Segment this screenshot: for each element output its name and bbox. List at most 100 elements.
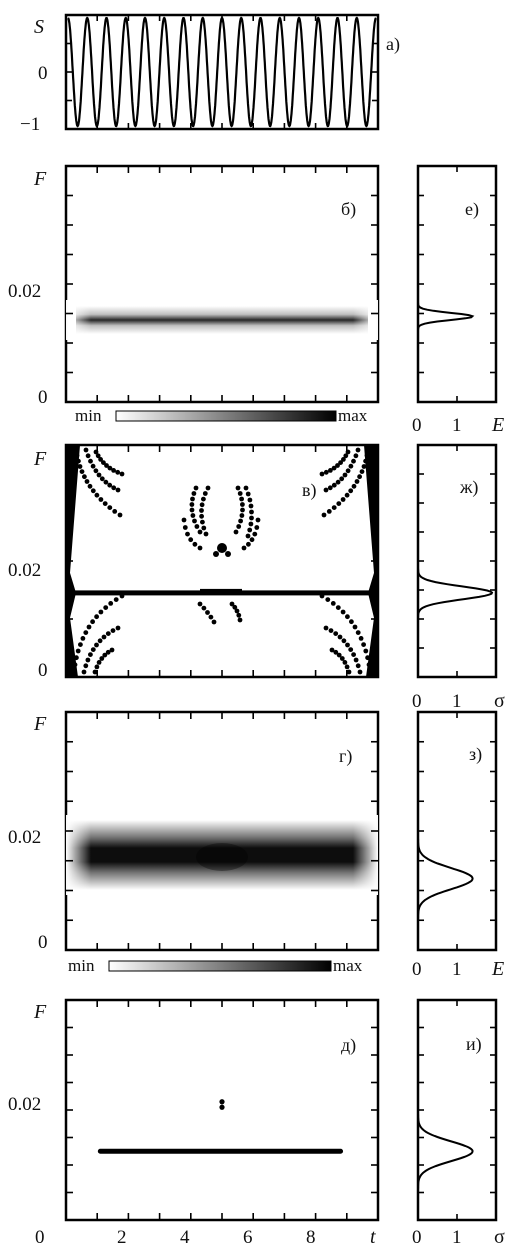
panel-b-ridge-fade bbox=[66, 300, 378, 340]
ridge-point bbox=[348, 647, 354, 652]
panel-zh-ticks bbox=[418, 445, 496, 677]
ridge-point bbox=[84, 479, 90, 484]
ridge-point bbox=[348, 488, 354, 494]
ridge-point bbox=[203, 531, 209, 537]
ridge-point bbox=[325, 597, 331, 602]
ridge-point bbox=[80, 636, 86, 641]
signal-panel: S 0 −1 а) bbox=[20, 13, 400, 135]
ridge-point bbox=[190, 513, 196, 518]
ridge-point bbox=[327, 485, 333, 491]
ridge-point bbox=[252, 531, 258, 537]
ridge-point bbox=[239, 513, 245, 518]
ridge-point bbox=[341, 638, 347, 644]
colorbar-2: min max bbox=[68, 956, 363, 975]
ridge-point bbox=[353, 453, 359, 459]
panel-v-frame bbox=[64, 443, 380, 679]
ridge-point bbox=[367, 669, 373, 675]
ridge-point bbox=[359, 469, 365, 474]
ridge-point bbox=[353, 657, 359, 663]
panel-b-ticks bbox=[66, 166, 378, 402]
ridge-point bbox=[205, 610, 210, 615]
ridge-point bbox=[201, 525, 207, 531]
ridge-point bbox=[241, 545, 247, 551]
ridge-point bbox=[247, 527, 253, 533]
ridge-point bbox=[110, 628, 116, 633]
colorbar-1: min max bbox=[75, 406, 368, 425]
ridge-point bbox=[319, 593, 325, 599]
ridge-point bbox=[229, 601, 235, 607]
panel-e-tick-0: 0 bbox=[412, 415, 422, 436]
ridge-point bbox=[337, 634, 343, 640]
panel-v-tick-0: 0 bbox=[38, 660, 48, 681]
ridge-point bbox=[94, 614, 99, 620]
ridge-point bbox=[103, 479, 109, 485]
ridge-point bbox=[117, 512, 123, 518]
ridge-point bbox=[96, 660, 102, 665]
ridge-point bbox=[79, 469, 85, 474]
ridge-point bbox=[225, 551, 231, 557]
ridge-point bbox=[245, 533, 251, 539]
ridge-point bbox=[335, 605, 341, 610]
ridge-point bbox=[344, 664, 350, 670]
colorbar-1-bar bbox=[115, 410, 337, 422]
ridge-point bbox=[94, 492, 100, 498]
panel-i-tick-0: 0 bbox=[412, 1227, 422, 1245]
ridge-point bbox=[255, 517, 261, 523]
ridge-point bbox=[219, 1104, 225, 1110]
ridge-point bbox=[245, 491, 251, 497]
ridge-point bbox=[197, 529, 203, 535]
ridge-point bbox=[340, 609, 346, 615]
ridge-point bbox=[181, 517, 187, 523]
ridge-point bbox=[352, 624, 358, 630]
signal-tick-minus-one: −1 bbox=[20, 114, 40, 135]
ridge-point bbox=[200, 519, 205, 525]
ridge-point bbox=[254, 525, 260, 530]
ridge-point bbox=[217, 543, 227, 553]
ridge-point bbox=[248, 503, 254, 509]
panel-v-tick-002: 0.02 bbox=[8, 560, 41, 581]
ridge-point bbox=[113, 597, 119, 602]
panel-zh-frame bbox=[416, 443, 498, 679]
ridge-point bbox=[336, 652, 342, 658]
ridge-point bbox=[335, 479, 341, 485]
ridge-point bbox=[363, 458, 368, 464]
panel-v-label: в) bbox=[302, 480, 317, 501]
ridge-point bbox=[78, 642, 83, 647]
ridge-point bbox=[199, 502, 205, 508]
ridge-point bbox=[101, 460, 106, 465]
ridge-point bbox=[192, 541, 198, 547]
ridge-point bbox=[115, 625, 121, 631]
ridge-point bbox=[248, 521, 254, 527]
colorbar-1-max: max bbox=[338, 406, 368, 425]
panel-z-tick-0: 0 bbox=[412, 959, 422, 980]
ridge-point bbox=[107, 482, 113, 488]
ridge-point bbox=[104, 463, 109, 468]
time-tick-2: 2 bbox=[117, 1227, 127, 1245]
panel-e-label: е) bbox=[465, 199, 479, 220]
ridge-point bbox=[201, 605, 207, 611]
ridge-point bbox=[98, 609, 104, 615]
ridge-point bbox=[213, 551, 219, 557]
time-tick-4: 4 bbox=[180, 1227, 190, 1245]
ridge-point bbox=[95, 453, 101, 459]
panel-v: F 0.02 0 в) bbox=[8, 443, 380, 681]
ridge-point bbox=[232, 604, 238, 610]
ridge-point bbox=[366, 662, 372, 668]
ridge-point bbox=[90, 463, 96, 469]
ridge-point bbox=[328, 628, 334, 633]
ridge-point bbox=[85, 453, 91, 459]
ridge-point bbox=[119, 471, 125, 477]
panel-b: F 0.02 0 б) bbox=[8, 164, 380, 408]
ridge-point bbox=[82, 474, 87, 480]
ridge-point bbox=[189, 502, 195, 507]
ridge-point bbox=[331, 505, 337, 510]
ridge-point bbox=[74, 655, 79, 661]
ridge-point bbox=[355, 447, 361, 453]
ridge-point bbox=[199, 508, 204, 513]
ridge-point bbox=[331, 482, 337, 488]
panel-zh-x-label: σ bbox=[494, 690, 505, 712]
ridge-point bbox=[363, 648, 369, 654]
ridge-point bbox=[88, 652, 93, 657]
panel-zh-tick-1: 1 bbox=[452, 691, 462, 712]
ridge-point bbox=[94, 642, 99, 648]
